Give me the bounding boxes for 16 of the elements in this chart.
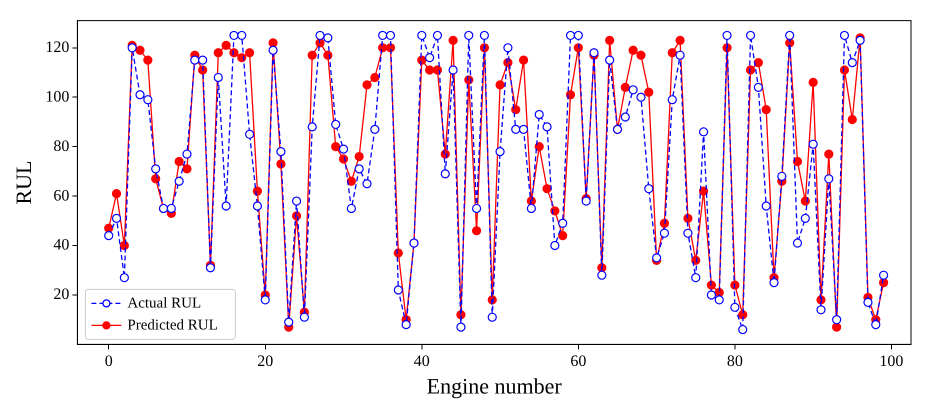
y-tick-label: 100 — [45, 88, 70, 106]
y-tick-label: 120 — [45, 38, 70, 56]
y-tick-label: 80 — [53, 138, 70, 155]
x-axis-title: Engine number — [426, 374, 562, 399]
y-tick-label: 20 — [53, 286, 70, 304]
x-tick-label: 20 — [257, 353, 274, 370]
x-tick-label: 0 — [104, 353, 113, 370]
x-tick-label: 60 — [570, 353, 586, 370]
y-tick-label: 60 — [53, 187, 70, 204]
x-tick-label: 40 — [414, 353, 430, 370]
legend-label: Predicted RUL — [127, 317, 218, 334]
y-axis-title: RUL — [10, 160, 36, 204]
x-tick-label: 100 — [879, 353, 904, 370]
x-tick-label: 80 — [726, 353, 743, 370]
y-tick-label: 40 — [53, 236, 70, 254]
legend-label: Actual RUL — [127, 295, 202, 312]
